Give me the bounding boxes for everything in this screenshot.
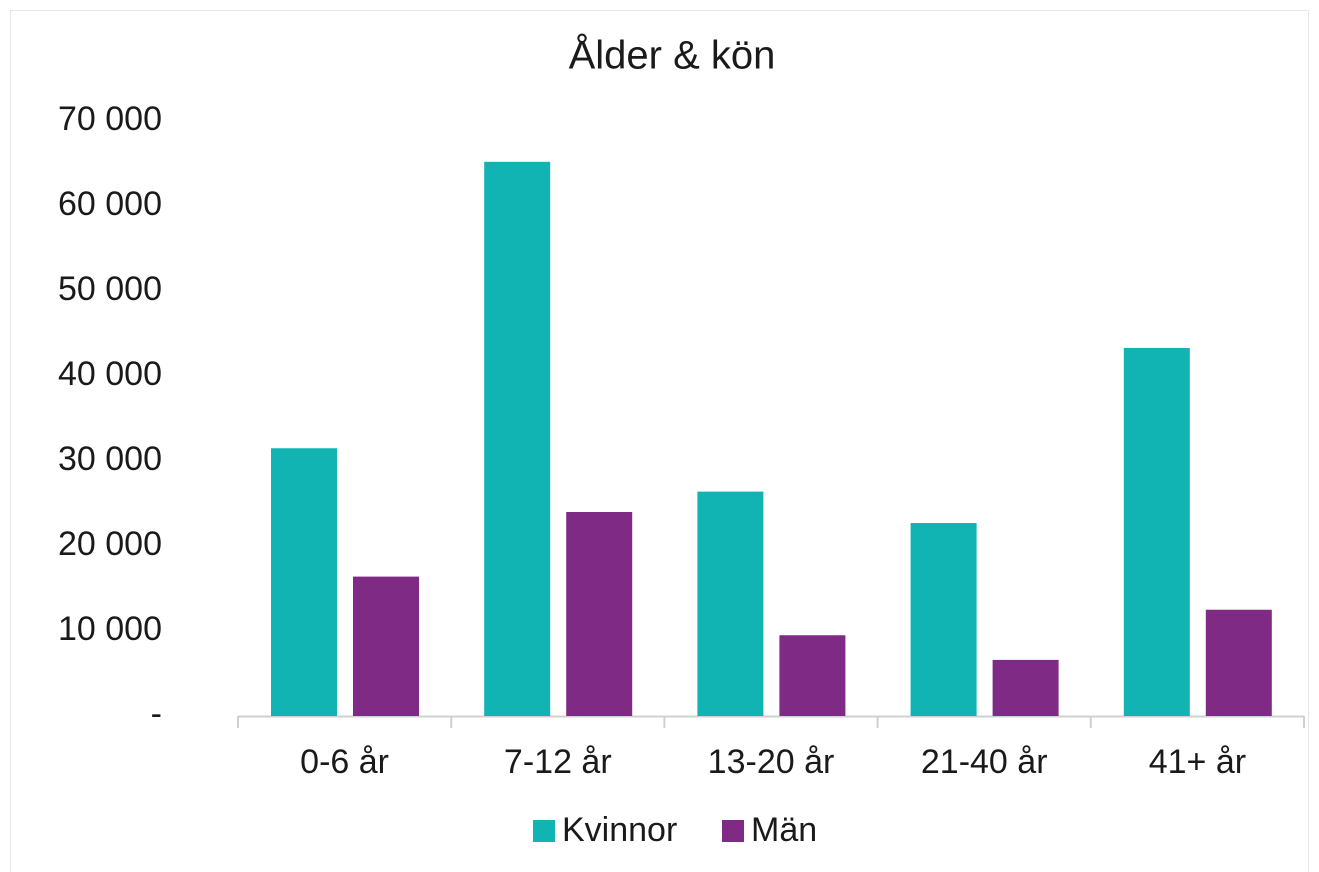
bar [779,635,846,716]
bar [484,161,551,717]
y-tick-label: 30 000 [58,440,162,478]
legend-label: Män [751,811,817,849]
bar [910,523,977,716]
bar [271,448,337,716]
y-tick-label: 20 000 [58,525,162,563]
chart-frame [10,10,1309,872]
y-tick-label: - [151,695,162,733]
bar [566,512,633,716]
bar [1205,609,1272,716]
x-tick-label: 13-20 år [708,743,835,781]
y-tick-label: 70 000 [58,100,162,138]
x-tick-label: 41+ år [1149,743,1246,781]
y-tick-label: 50 000 [58,270,162,308]
x-tick-label: 0-6 år [300,743,389,781]
x-tick-label: 21-40 år [921,743,1048,781]
x-tick-label: 7-12 år [504,743,612,781]
legend-label: Kvinnor [562,811,677,849]
legend-swatch [533,820,555,842]
bar [1123,347,1190,716]
bar [697,491,764,716]
y-tick-label: 10 000 [58,610,162,648]
y-tick-label: 60 000 [58,185,162,223]
chart-title: Ålder & kön [569,33,776,78]
y-tick-label: 40 000 [58,355,162,393]
bar [992,659,1059,716]
bar [353,576,419,716]
legend-swatch [722,820,744,842]
